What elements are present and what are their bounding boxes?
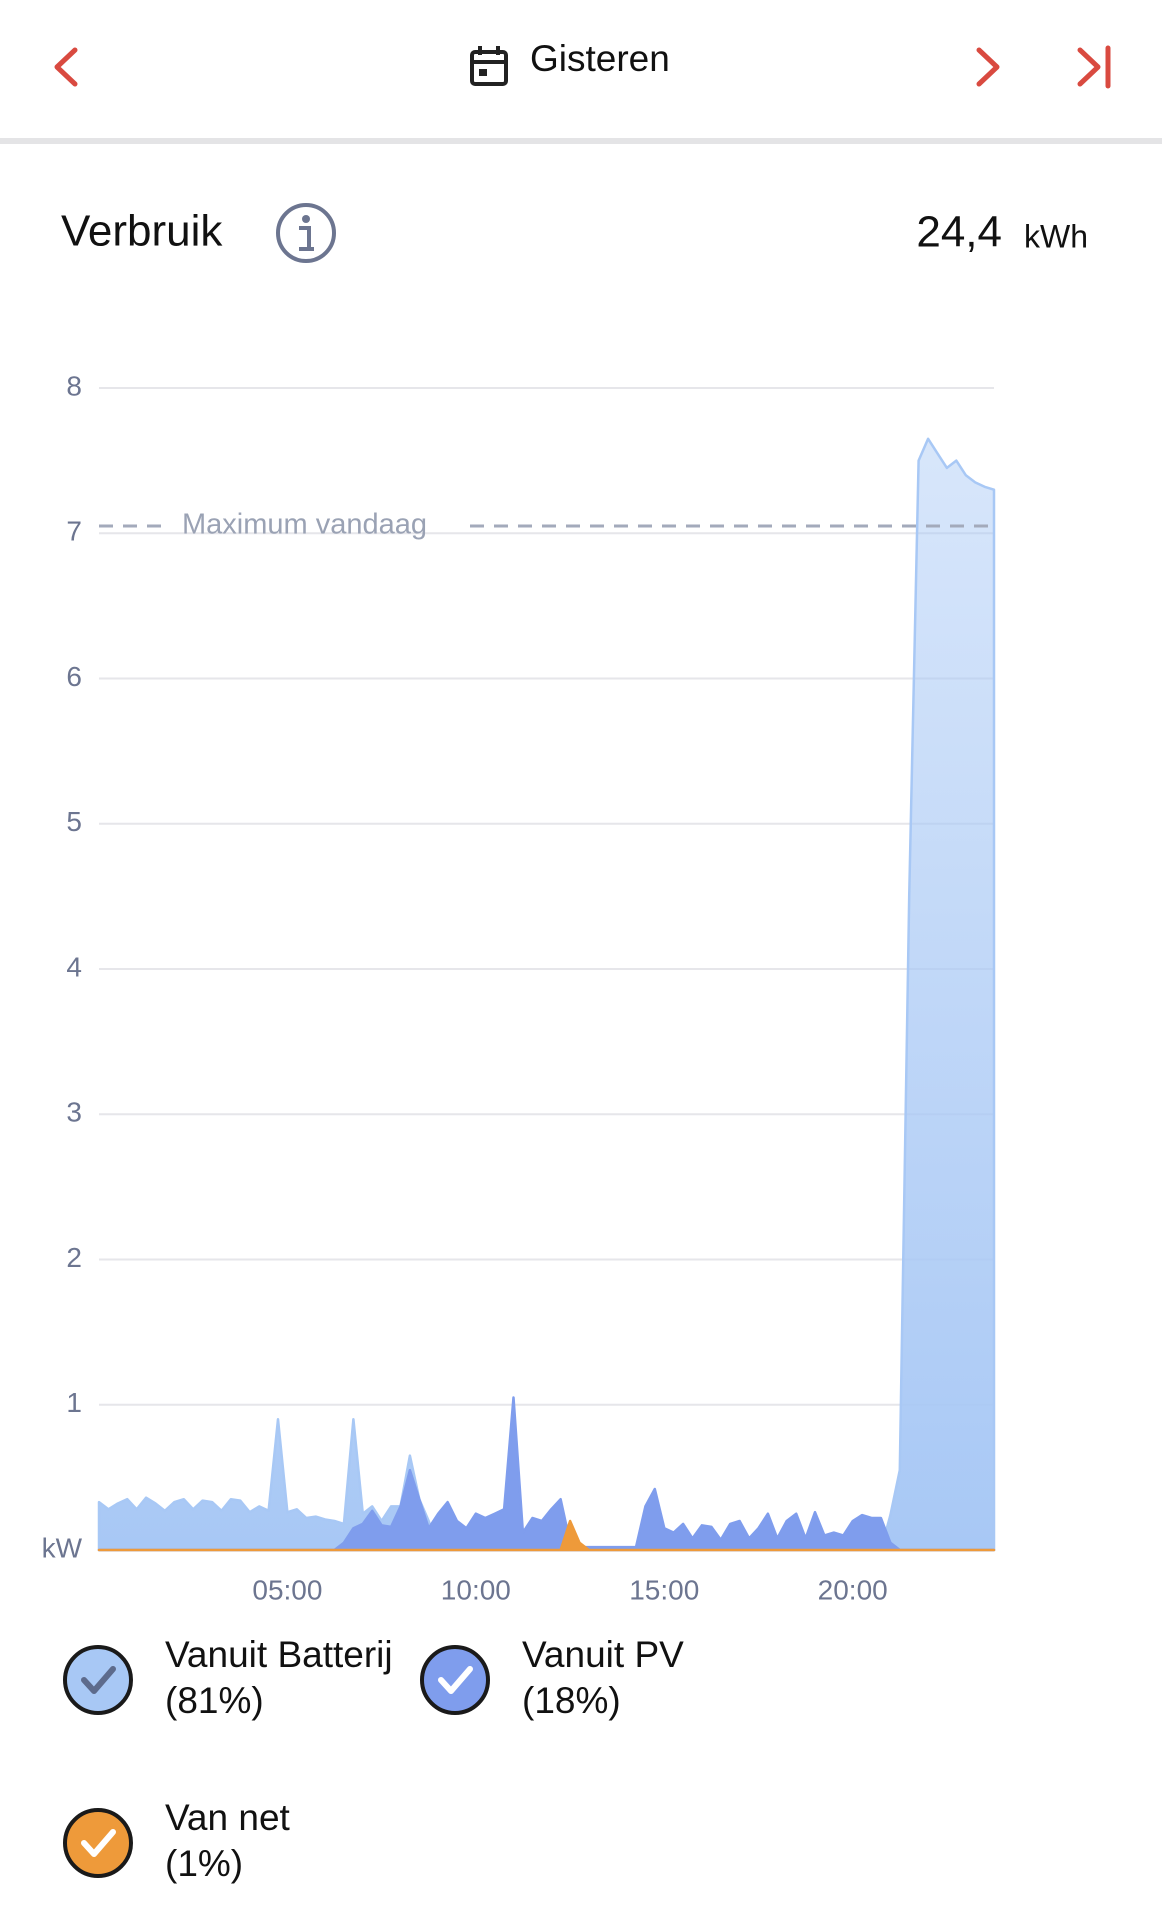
info-i[interactable] [299,226,314,251]
y-tick-label: 6 [66,661,82,692]
section-title: Verbruik [61,207,223,256]
total-value: 24,4 [916,208,1002,257]
legend-name[interactable]: Van net [165,1797,291,1838]
legend-item[interactable]: Vanuit Batterij (81%) [63,1634,393,1721]
header-title[interactable]: Gisteren [530,38,670,79]
next-hit[interactable] [950,30,1020,100]
total-unit: kWh [1024,218,1088,254]
legend-toggle[interactable] [63,1808,133,1878]
calendar-icon[interactable] [470,50,508,86]
header [0,0,1162,138]
legend-share[interactable]: (81%) [165,1680,264,1721]
area-series [97,437,996,1552]
y-tick-label: 4 [66,951,82,982]
chevron-right[interactable] [976,47,1000,87]
y-tick-label: 3 [66,1097,82,1128]
chart: kW 1 2 3 4 5 6 7 8 05:00 10:00 15:00 20:00 Maximum va… [42,370,996,1605]
date-picker[interactable]: Gisteren [470,38,670,86]
header-divider [0,138,1162,144]
y-tick-label: 8 [66,370,82,401]
legend-share[interactable]: (1%) [165,1843,243,1884]
info-dot[interactable] [302,215,310,223]
legend-toggle[interactable] [420,1645,490,1715]
next-day-button[interactable] [950,30,1020,100]
legend-check[interactable] [81,1666,116,1694]
legend-share[interactable]: (18%) [522,1680,621,1721]
info-button[interactable] [276,203,336,263]
legend-check[interactable] [438,1666,473,1694]
calendar-day[interactable] [479,69,487,76]
legend-name[interactable]: Vanuit PV [522,1634,684,1675]
prev-hit[interactable] [30,30,100,100]
last-day-button[interactable] [1060,30,1130,100]
max-line-label: Maximum vandaag [182,509,427,541]
prev-day-button[interactable] [30,30,100,100]
legend: Vanuit Batterij (81%) Vanuit PV (18%) Van ne… [63,1634,684,1884]
y-tick-label: 1 [66,1387,82,1418]
y-tick-label: 7 [66,516,82,547]
y-tick-label: kW [42,1532,83,1563]
x-tick-label: 15:00 [629,1574,699,1605]
chevron-left[interactable] [54,47,78,87]
y-tick-label: 5 [66,806,82,837]
legend-check[interactable] [81,1829,116,1857]
x-tick-label: 10:00 [441,1574,511,1605]
chevron-last[interactable] [1077,47,1101,87]
y-tick-label: 2 [66,1242,82,1273]
x-tick-label: 20:00 [818,1574,888,1605]
info-icon[interactable] [276,203,336,263]
legend-toggle[interactable] [63,1645,133,1715]
legend-name[interactable]: Vanuit Batterij [165,1634,393,1675]
legend-item[interactable]: Van net (1%) [63,1797,291,1884]
area-series [97,1519,996,1552]
legend-item[interactable]: Vanuit PV (18%) [420,1634,684,1721]
x-tick-label: 05:00 [252,1574,322,1605]
